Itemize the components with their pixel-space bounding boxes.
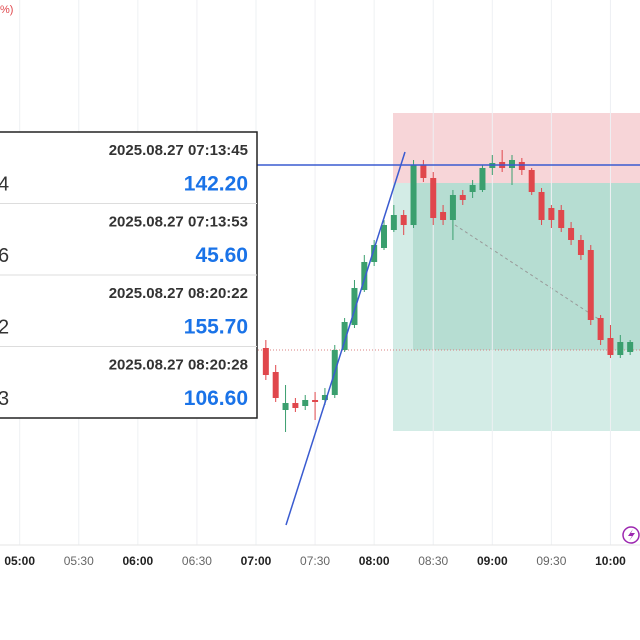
top-label: %): [0, 4, 13, 16]
candle-body: [351, 288, 358, 325]
candle-body: [272, 372, 279, 398]
candles: [262, 150, 634, 432]
candle-body: [568, 228, 575, 240]
candle-body: [282, 403, 289, 410]
candle-body: [262, 348, 269, 375]
candle-body: [558, 210, 565, 228]
candle-body: [449, 195, 456, 220]
alert-bolt[interactable]: [628, 529, 635, 541]
trade-table: 2025.08.27 07:13:45 4 142.20 2025.08.27 07:…: [0, 131, 258, 419]
x-tick-label: 08:30: [418, 554, 448, 568]
candle-body: [509, 160, 515, 168]
profit: 106.60: [184, 387, 248, 410]
profit: 142.20: [184, 173, 248, 196]
path-line: [454, 224, 601, 321]
candle-body: [341, 322, 348, 350]
x-tick-label: 06:00: [122, 554, 153, 568]
x-tick-label: 05:30: [64, 554, 94, 568]
candle-body: [302, 400, 309, 406]
candle-body: [410, 165, 417, 225]
stop-zone: [393, 113, 640, 183]
row-id: 3: [0, 388, 9, 410]
x-axis: 05:00 05:30 06:00 06:30 07:00 07:30 08:00 08:30…: [4, 554, 626, 568]
timestamp: 2025.08.27 08:20:28: [109, 356, 248, 373]
candle-body: [479, 168, 486, 190]
target-zone-inner: [413, 183, 640, 350]
candle-body: [381, 225, 387, 248]
candle-body: [420, 165, 427, 178]
profit: 155.70: [184, 316, 248, 339]
candle-body: [587, 250, 594, 320]
candle-body: [617, 342, 624, 355]
x-tick-label: 07:00: [241, 554, 272, 568]
x-tick-label: 09:30: [536, 554, 566, 568]
alert-icon[interactable]: [622, 526, 640, 544]
candle-body: [627, 342, 634, 352]
candle-body: [518, 162, 525, 170]
candle-body: [361, 262, 368, 290]
profit: 45.60: [195, 244, 248, 267]
candle-body: [528, 170, 535, 192]
candle-body: [597, 318, 604, 340]
x-tick-label: 07:30: [300, 554, 330, 568]
candle-body: [548, 208, 555, 220]
candle-body: [430, 178, 437, 218]
row-id: 2: [0, 316, 9, 338]
candle-body: [469, 185, 476, 192]
row-id: 6: [0, 245, 9, 267]
candle-body: [577, 240, 584, 255]
timestamp: 2025.08.27 07:13:45: [109, 142, 248, 159]
candle-body: [390, 215, 397, 230]
candle-body: [538, 192, 545, 220]
row-id: 4: [0, 173, 9, 195]
alert-circle[interactable]: [622, 526, 640, 544]
candle-body: [607, 338, 614, 355]
candle-body: [292, 403, 299, 408]
candle-body: [440, 212, 447, 220]
x-tick-label: 09:00: [477, 554, 508, 568]
candle-body: [459, 195, 466, 200]
candle-body: [312, 400, 319, 402]
trend-line: [285, 151, 406, 526]
x-tick-label: 08:00: [359, 554, 390, 568]
candle-body: [400, 215, 407, 225]
candle-body: [321, 395, 328, 400]
timestamp: 2025.08.27 08:20:22: [109, 285, 248, 302]
timestamp: 2025.08.27 07:13:53: [109, 213, 248, 230]
x-tick-label: 05:00: [4, 554, 35, 568]
x-tick-label: 06:30: [182, 554, 212, 568]
x-tick-label: 10:00: [595, 554, 626, 568]
candle-body: [371, 245, 378, 262]
